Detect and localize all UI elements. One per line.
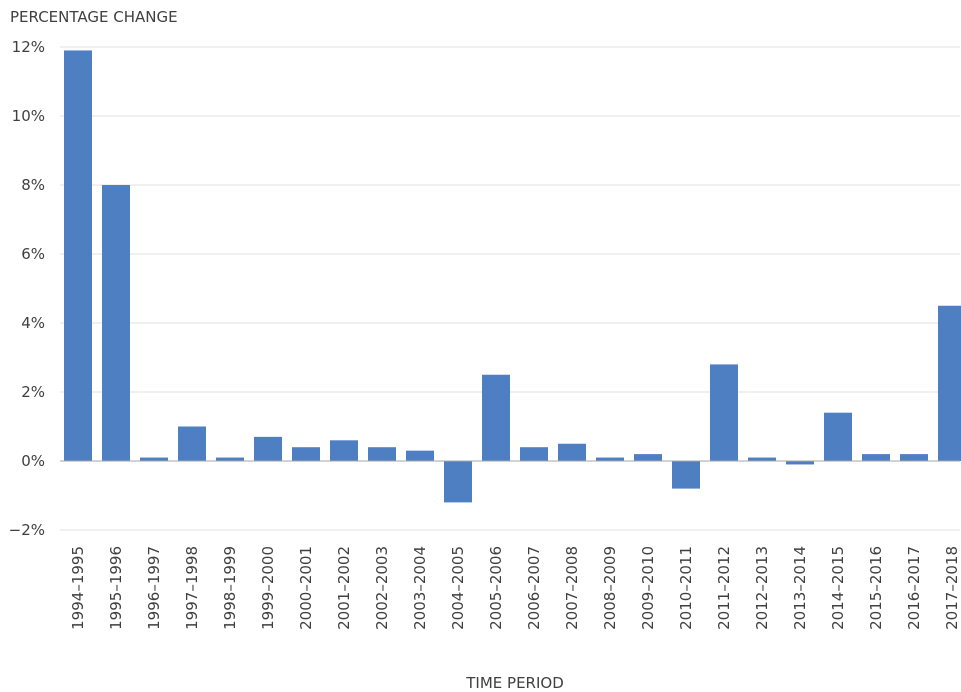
x-tick-label: 1998–1999 — [221, 546, 239, 630]
x-tick-label: 2014–2015 — [829, 546, 847, 630]
y-tick-label: −2% — [9, 521, 45, 539]
x-tick-label: 2015–2016 — [867, 546, 885, 630]
x-tick-label: 2017–2018 — [943, 546, 961, 630]
bar-1997–1998 — [178, 426, 206, 461]
x-tick-label: 2011–2012 — [715, 546, 733, 630]
x-tick-label: 2013–2014 — [791, 546, 809, 630]
x-tick-label: 1997–1998 — [183, 546, 201, 630]
x-tick-label: 1999–2000 — [259, 546, 277, 630]
bars — [64, 50, 961, 503]
bar-2006–2007 — [520, 447, 548, 461]
x-tick-label: 1995–1996 — [107, 546, 125, 630]
bar-2005–2006 — [482, 374, 510, 461]
bar-1994–1995 — [64, 50, 92, 461]
x-tick-label: 1996–1997 — [145, 546, 163, 630]
bar-2010–2011 — [672, 461, 700, 489]
bar-1999–2000 — [254, 436, 282, 461]
bar-2014–2015 — [824, 412, 852, 461]
x-tick-label: 2012–2013 — [753, 546, 771, 630]
x-tick-label: 2002–2003 — [373, 546, 391, 630]
y-tick-label: 6% — [21, 245, 45, 263]
y-tick-label: 4% — [21, 314, 45, 332]
x-tick-label: 2005–2006 — [487, 546, 505, 630]
y-tick-label: 8% — [21, 176, 45, 194]
y-tick-label: 0% — [21, 452, 45, 470]
bar-2013–2014 — [786, 461, 814, 465]
x-tick-label: 2009–2010 — [639, 546, 657, 630]
y-tick-labels: −2% 0% 2% 4% 6% 8% 10% 12% — [9, 38, 45, 539]
bar-2007–2008 — [558, 443, 586, 461]
x-tick-label: 2006–2007 — [525, 546, 543, 630]
x-tick-label: 2003–2004 — [411, 546, 429, 630]
x-tick-label: 2008–2009 — [601, 546, 619, 630]
bar-2009–2010 — [634, 454, 662, 461]
x-tick-label: 2010–2011 — [677, 546, 695, 630]
x-axis-title: TIME PERIOD — [465, 674, 564, 692]
x-tick-label: 1994–1995 — [69, 546, 87, 630]
x-tick-label: 2001–2002 — [335, 546, 353, 630]
y-tick-label: 12% — [12, 38, 45, 56]
bar-1995–1996 — [102, 185, 130, 461]
bar-2008–2009 — [596, 457, 624, 461]
y-axis-title: PERCENTAGE CHANGE — [10, 8, 178, 26]
x-tick-labels: 1994–1995 1995–1996 1996–1997 1997–1998 1998… — [69, 546, 961, 630]
bar-2004–2005 — [444, 461, 472, 503]
bar-2001–2002 — [330, 440, 358, 461]
bar-2003–2004 — [406, 450, 434, 461]
x-tick-label: 2004–2005 — [449, 546, 467, 630]
y-tick-label: 10% — [12, 107, 45, 125]
bar-2015–2016 — [862, 454, 890, 461]
y-tick-label: 2% — [21, 383, 45, 401]
bar-2000–2001 — [292, 447, 320, 461]
bar-1996–1997 — [140, 457, 168, 461]
bar-1998–1999 — [216, 457, 244, 461]
bar-2002–2003 — [368, 447, 396, 461]
bar-2012–2013 — [748, 457, 776, 461]
x-tick-label: 2007–2008 — [563, 546, 581, 630]
bar-2011–2012 — [710, 364, 738, 461]
x-tick-label: 2016–2017 — [905, 546, 923, 630]
x-tick-label: 2000–2001 — [297, 546, 315, 630]
bar-2016–2017 — [900, 454, 928, 461]
bar-2017–2018 — [938, 305, 961, 461]
